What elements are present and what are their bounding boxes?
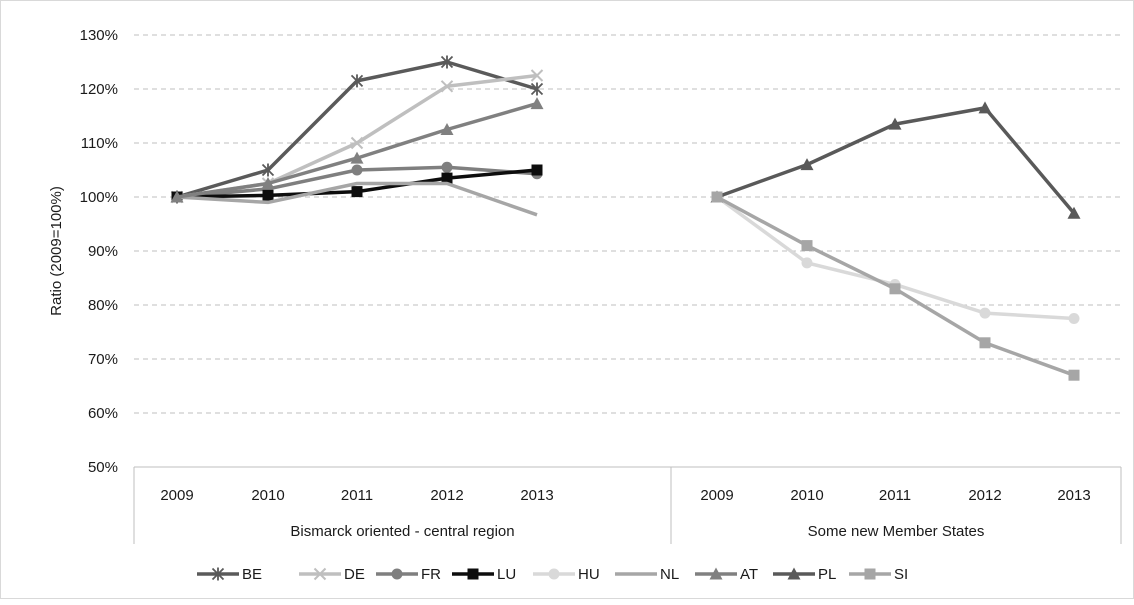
group-label: Some new Member States bbox=[808, 523, 985, 540]
x-tick-label: 2010 bbox=[251, 487, 284, 504]
data-point bbox=[351, 164, 363, 176]
series-line bbox=[715, 195, 1075, 321]
series-pl bbox=[710, 101, 1081, 219]
data-point bbox=[530, 97, 544, 110]
data-point bbox=[1068, 369, 1080, 381]
data-point bbox=[440, 55, 454, 69]
y-tick-label: 120% bbox=[80, 81, 118, 98]
x-tick-label: 2011 bbox=[341, 487, 373, 504]
data-point bbox=[978, 101, 992, 114]
legend-label: DE bbox=[344, 566, 365, 583]
data-point bbox=[440, 123, 454, 135]
y-tick-label: 80% bbox=[88, 297, 118, 314]
x-tick-label: 2010 bbox=[790, 487, 823, 504]
y-tick-label: 90% bbox=[88, 243, 118, 260]
legend: BE DE FR LU HU NL AT PL SI bbox=[197, 566, 908, 583]
data-point bbox=[211, 567, 225, 581]
series-lines bbox=[170, 55, 1081, 381]
data-point bbox=[979, 337, 991, 349]
y-tick-label: 110% bbox=[81, 135, 118, 152]
x-tick-label: 2009 bbox=[160, 487, 193, 504]
data-point bbox=[467, 568, 479, 580]
x-tick-label: 2013 bbox=[520, 487, 553, 504]
data-point bbox=[441, 172, 453, 184]
data-point bbox=[350, 136, 364, 150]
data-point bbox=[801, 240, 813, 252]
legend-label: PL bbox=[818, 566, 836, 583]
legend-label: BE bbox=[242, 566, 262, 583]
data-point bbox=[889, 283, 901, 295]
legend-item: NL bbox=[615, 566, 679, 583]
x-tick-label: 2012 bbox=[968, 487, 1001, 504]
data-point bbox=[170, 190, 184, 203]
data-point bbox=[548, 568, 560, 580]
data-point bbox=[1067, 206, 1081, 219]
data-point bbox=[801, 257, 813, 269]
x-tick-label: 2011 bbox=[879, 487, 911, 504]
legend-item: DE bbox=[299, 566, 365, 583]
group-label: Bismarck oriented - central region bbox=[290, 523, 514, 540]
y-tick-label: 130% bbox=[80, 27, 118, 44]
data-point bbox=[441, 161, 453, 173]
legend-label: HU bbox=[578, 566, 600, 583]
legend-item: AT bbox=[695, 566, 758, 583]
data-point bbox=[711, 191, 723, 203]
series-nl bbox=[176, 181, 538, 217]
y-tick-label: 60% bbox=[88, 405, 118, 422]
series-hu bbox=[711, 191, 1080, 324]
data-point bbox=[979, 307, 991, 319]
legend-item: PL bbox=[773, 566, 836, 583]
axes: 50% 60% 70% 80% 90% 100% 110% 120% 130% 2009 2010 2… bbox=[48, 27, 1122, 544]
data-point bbox=[864, 568, 876, 580]
series-be bbox=[170, 55, 544, 204]
data-point bbox=[888, 117, 902, 130]
data-point bbox=[313, 567, 327, 581]
legend-label: FR bbox=[421, 566, 441, 583]
legend-item: HU bbox=[533, 566, 600, 583]
data-point bbox=[440, 80, 454, 93]
x-tick-label: 2009 bbox=[700, 487, 733, 504]
data-point bbox=[531, 164, 543, 176]
data-point bbox=[350, 74, 364, 88]
series-line bbox=[176, 181, 538, 217]
x-tick-label: 2013 bbox=[1057, 487, 1090, 504]
data-point bbox=[1068, 313, 1080, 324]
data-point bbox=[530, 82, 544, 96]
y-axis-title: Ratio (2009=100%) bbox=[48, 186, 65, 316]
legend-item: BE bbox=[197, 566, 262, 583]
legend-label: SI bbox=[894, 566, 908, 583]
data-point bbox=[391, 568, 403, 580]
legend-item: LU bbox=[452, 566, 516, 583]
x-tick-label: 2012 bbox=[430, 487, 463, 504]
legend-item: SI bbox=[849, 566, 908, 583]
data-point bbox=[787, 567, 801, 580]
y-tick-label: 100% bbox=[80, 189, 118, 206]
data-point bbox=[351, 186, 363, 198]
data-point bbox=[709, 567, 723, 580]
series-at bbox=[170, 97, 544, 203]
data-point bbox=[261, 163, 275, 177]
legend-label: AT bbox=[740, 566, 758, 583]
data-point bbox=[350, 151, 364, 164]
data-point bbox=[261, 177, 275, 189]
legend-label: NL bbox=[660, 566, 679, 583]
data-point bbox=[530, 69, 544, 82]
legend-label: LU bbox=[497, 566, 516, 583]
series-line bbox=[176, 73, 538, 199]
legend-item: FR bbox=[376, 566, 441, 583]
data-point bbox=[262, 189, 274, 201]
y-tick-label: 70% bbox=[88, 351, 118, 368]
gridlines bbox=[134, 34, 1121, 414]
y-tick-label: 50% bbox=[88, 459, 118, 476]
data-point bbox=[800, 158, 814, 171]
series-si bbox=[711, 191, 1080, 381]
